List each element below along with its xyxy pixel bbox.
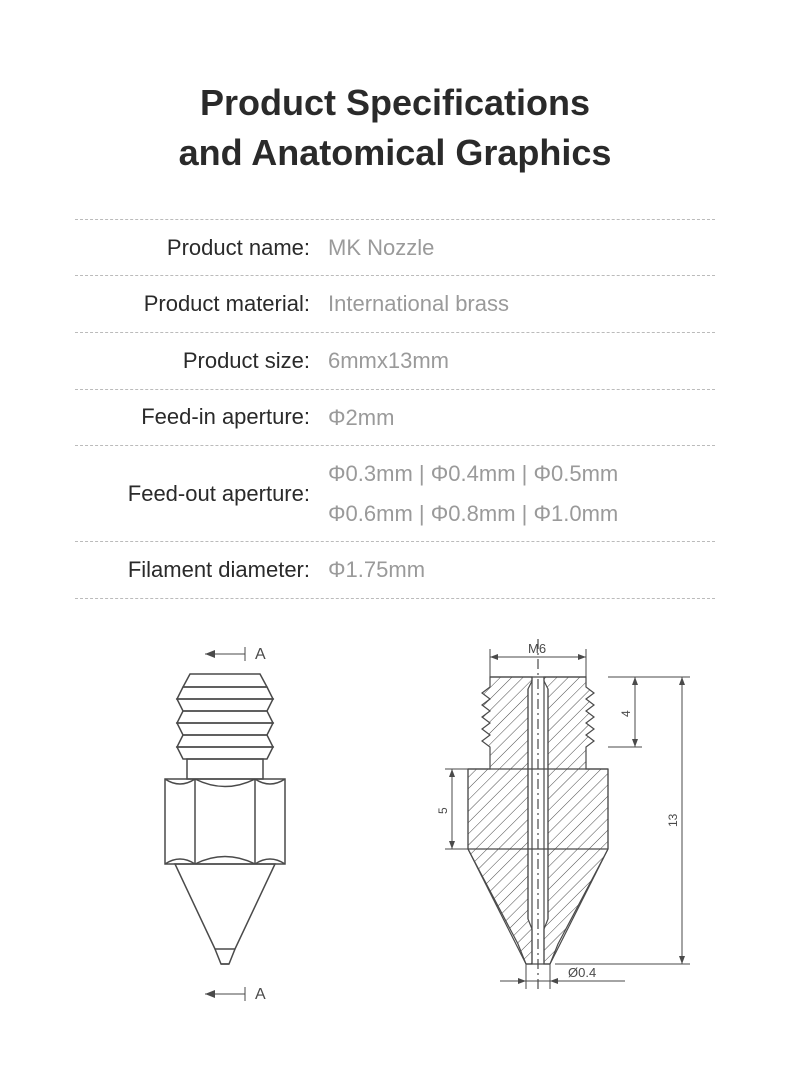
spec-value: Φ2mm <box>320 398 715 438</box>
spec-label: Product size: <box>75 348 320 374</box>
spec-row: Product material: International brass <box>75 275 715 332</box>
dim-tip-diameter: Ø0.4 <box>568 965 596 980</box>
diagram-external-view: A <box>60 629 390 1029</box>
spec-label: Feed-out aperture: <box>75 481 320 507</box>
dim-hex-height: 5 <box>436 807 450 814</box>
page-title: Product Specifications and Anatomical Gr… <box>0 78 790 179</box>
section-label-top: A <box>255 646 266 663</box>
title-line-1: Product Specifications <box>200 82 590 123</box>
spec-value: 6mmx13mm <box>320 341 715 381</box>
spec-row: Feed-out aperture: Φ0.3mm | Φ0.4mm | Φ0.… <box>75 445 715 541</box>
spec-value: Φ0.3mm | Φ0.4mm | Φ0.5mm Φ0.6mm | Φ0.8mm… <box>320 454 715 533</box>
diagram-cross-section: M6 <box>390 629 730 1029</box>
spec-table: Product name: MK Nozzle Product material… <box>75 219 715 599</box>
dim-total-height: 13 <box>666 813 680 827</box>
spec-row: Feed-in aperture: Φ2mm <box>75 389 715 446</box>
nozzle-external-svg: A <box>95 629 355 1029</box>
dim-thread-height: 4 <box>619 710 633 717</box>
spec-row: Filament diameter: Φ1.75mm <box>75 541 715 599</box>
nozzle-section-svg: M6 <box>390 629 730 1029</box>
spec-label: Filament diameter: <box>75 557 320 583</box>
page-header: Product Specifications and Anatomical Gr… <box>0 0 790 219</box>
spec-value: International brass <box>320 284 715 324</box>
title-line-2: and Anatomical Graphics <box>179 132 612 173</box>
spec-label: Product name: <box>75 235 320 261</box>
section-label-bottom: A <box>255 986 266 1003</box>
dim-thread: M6 <box>528 641 546 656</box>
spec-row: Product size: 6mmx13mm <box>75 332 715 389</box>
spec-label: Product material: <box>75 291 320 317</box>
spec-row: Product name: MK Nozzle <box>75 219 715 276</box>
spec-value: Φ1.75mm <box>320 550 715 590</box>
spec-label: Feed-in aperture: <box>75 404 320 430</box>
diagrams-container: A <box>0 629 790 1029</box>
spec-value: MK Nozzle <box>320 228 715 268</box>
